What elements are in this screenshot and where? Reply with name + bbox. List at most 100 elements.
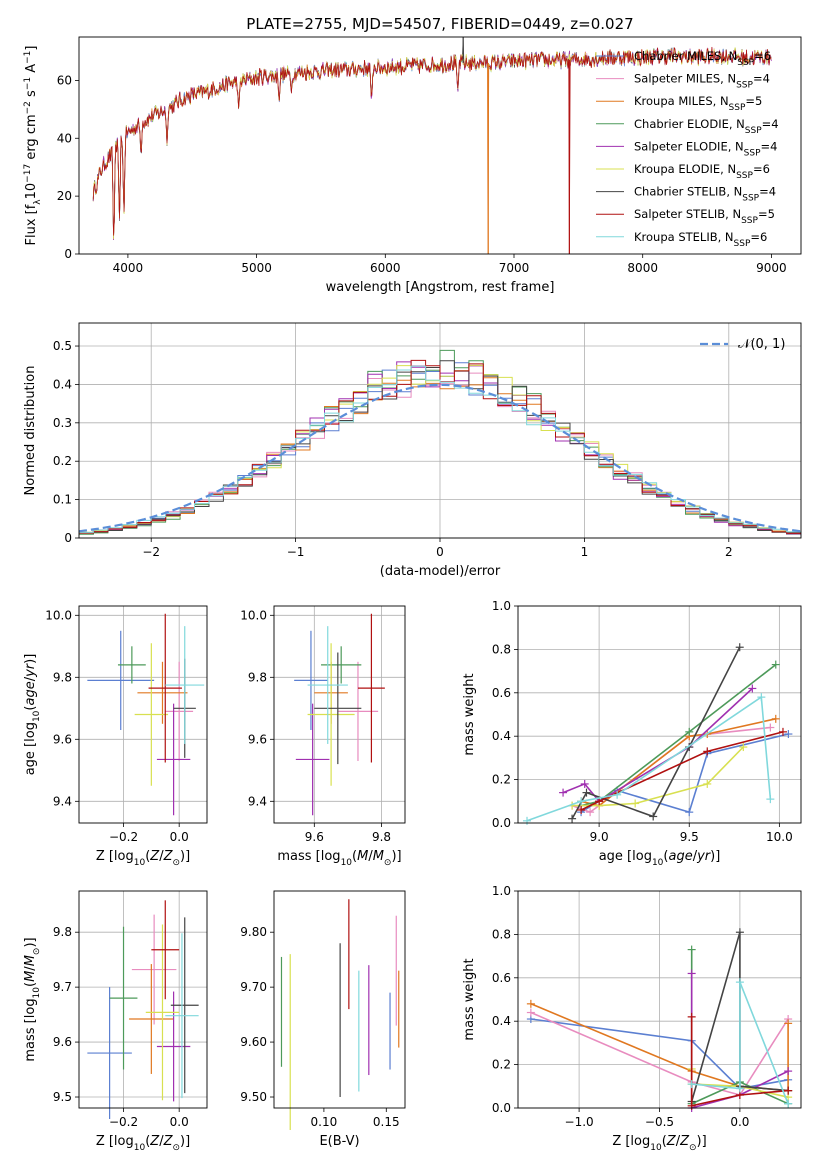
x-tick-label: 9.6: [305, 830, 324, 844]
weight-line: [526, 695, 772, 822]
y-axis-label: age [log10(age/yr)]: [23, 654, 42, 776]
axes-frame: [78, 322, 802, 539]
y-tick-label: 0: [64, 531, 72, 545]
y-tick-label: 0.0: [492, 816, 511, 830]
y-tick-label: 9.80: [240, 925, 267, 939]
axes-frame: [517, 605, 802, 824]
panel-ebv-mass: 0.10 0.15 9.50 9.60 9.70 9.80 E(B-V): [240, 890, 406, 1149]
axes-frame: [78, 36, 802, 255]
plot-area: [526, 928, 793, 1112]
axes-frame: [273, 890, 406, 1109]
x-axis-label: mass [log10(M/M⊙)]: [277, 849, 401, 868]
error-bar-point: [294, 630, 328, 730]
y-tick-label: 10.0: [45, 608, 72, 622]
weight-series: [523, 693, 775, 825]
plot-area: [92, 37, 772, 254]
y-axis-label: mass [log10(M/M⊙)]: [23, 937, 42, 1061]
y-tick-label: 9.6: [53, 1035, 72, 1049]
weight-line: [691, 981, 789, 1104]
legend-entry: Chabrier STELIB, NSSP=4: [634, 185, 776, 204]
x-axis-label: (data-model)/error: [380, 564, 501, 579]
y-tick-label: 9.4: [248, 794, 267, 808]
plot-area: [523, 643, 793, 825]
y-tick-label: 0.8: [492, 642, 511, 656]
x-tick-label: 8000: [627, 261, 658, 275]
x-tick-label: −0.2: [109, 1115, 138, 1129]
weight-series: [577, 660, 780, 810]
y-tick-label: 0.4: [492, 1014, 511, 1028]
y-tick-label: 9.6: [248, 732, 267, 746]
error-bar-point: [137, 661, 188, 724]
y-tick-label: 0.4: [53, 377, 72, 391]
spectrum-lines: [92, 37, 772, 254]
weight-series: [687, 978, 793, 1108]
panel-z-age: −0.2 0.0 9.4 9.6 9.8 10.0 Z [log10(Z/Z⊙)] age […: [23, 605, 208, 868]
y-tick-label: 9.8: [53, 925, 72, 939]
x-tick-label: 0.0: [170, 830, 189, 844]
x-tick-label: 0.10: [311, 1115, 338, 1129]
y-tick-label: 40: [57, 131, 72, 145]
x-tick-label: 0: [436, 545, 444, 559]
plot-area: [87, 900, 199, 1119]
panel-age-weight: 9.0 9.5 10.0 0.0 0.2 0.4 0.6 0.8 1.0 age [log10(a…: [462, 599, 802, 868]
legend-entry: Salpeter ELODIE, NSSP=4: [634, 139, 777, 158]
figure-title: PLATE=2755, MJD=54507, FIBERID=0449, z=0…: [246, 15, 633, 33]
x-tick-label: −2: [142, 545, 160, 559]
panel-z-weight: −1.0 −0.5 0.0 0.0 0.2 0.4 0.6 0.8 1.0 Z [log10(Z/…: [462, 884, 802, 1153]
x-axis-label: Z [log10(Z/Z⊙)]: [96, 1134, 190, 1153]
spectrum-line: [92, 46, 772, 254]
x-tick-label: −0.2: [109, 830, 138, 844]
y-tick-label: 9.8: [248, 670, 267, 684]
x-tick-label: 4000: [113, 261, 144, 275]
weight-line: [580, 731, 784, 811]
error-bar-point: [87, 630, 155, 730]
weight-series: [577, 730, 793, 817]
error-bar-point: [307, 626, 348, 744]
y-tick-label: 60: [57, 73, 72, 87]
x-tick-label: −1.0: [565, 1115, 594, 1129]
x-tick-label: 9.8: [372, 830, 391, 844]
weight-series: [687, 1012, 793, 1110]
error-bar-point: [314, 652, 362, 765]
weight-line: [530, 1018, 789, 1090]
x-tick-label: −0.5: [645, 1115, 674, 1129]
axes-frame: [273, 605, 406, 824]
y-axis-label: Normed distribution: [23, 366, 38, 496]
panel-mass-age: 9.6 9.8 9.4 9.6 9.8 10.0 mass [log10(M/M⊙)]: [240, 605, 406, 868]
x-tick-label: 10.0: [766, 830, 793, 844]
x-tick-label: 9000: [756, 261, 787, 275]
error-bar-point: [129, 964, 174, 1074]
x-tick-label: 5000: [241, 261, 272, 275]
error-bar-point: [165, 933, 199, 1099]
x-tick-label: 9.5: [680, 830, 699, 844]
legend: Chabrier MILES, NSSP=6 Salpeter MILES, NS…: [596, 49, 779, 249]
panel-residuals: −2 −1 0 1 2 0 0.1 0.2 0.3 0.4 0.5 𝒩(0, 1) (data-mode…: [23, 322, 802, 579]
legend-entry: Kroupa MILES, NSSP=5: [634, 94, 762, 113]
y-tick-label: 10.0: [240, 608, 267, 622]
x-tick-label: −1: [287, 545, 305, 559]
weight-line: [530, 1011, 789, 1096]
error-bar-point: [134, 643, 169, 786]
legend-entry: Salpeter MILES, NSSP=4: [634, 72, 770, 91]
y-tick-label: 0.6: [492, 686, 511, 700]
y-tick-label: 9.4: [53, 794, 72, 808]
x-tick-label: 0.0: [170, 1115, 189, 1129]
axes-frame: [517, 890, 802, 1109]
error-bar-point: [357, 613, 385, 763]
plot-area: [280, 899, 400, 1130]
x-tick-label: 0.0: [730, 1115, 749, 1129]
y-tick-label: 1.0: [492, 599, 511, 613]
histograms: [79, 349, 801, 536]
y-tick-label: 0.3: [53, 416, 72, 430]
y-tick-label: 9.70: [240, 980, 267, 994]
error-bar-point: [145, 924, 180, 1101]
y-tick-label: 9.6: [53, 732, 72, 746]
y-tick-label: 0.1: [53, 493, 72, 507]
legend-entry: Chabrier MILES, NSSP=6: [634, 49, 771, 68]
error-bar-point: [148, 613, 182, 763]
weight-line: [580, 663, 777, 807]
x-tick-label: 0.15: [373, 1115, 400, 1129]
x-axis-label: Z [log10(Z/Z⊙)]: [612, 1134, 706, 1153]
error-bar-point: [165, 661, 194, 761]
